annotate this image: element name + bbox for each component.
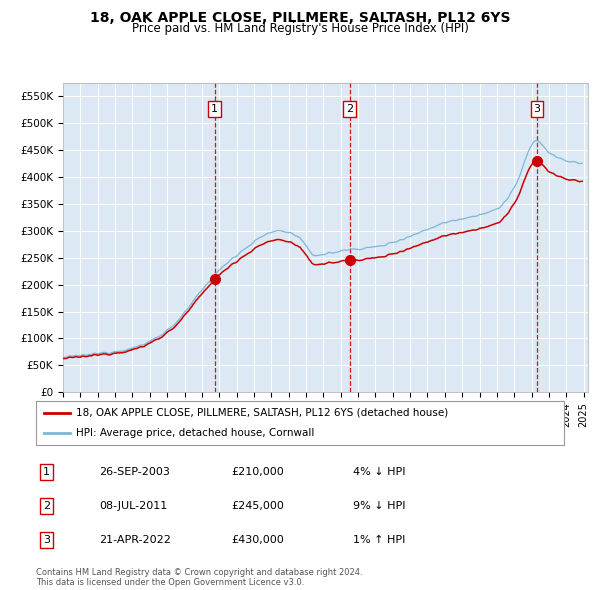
Text: 1: 1	[211, 104, 218, 114]
Text: 2: 2	[43, 501, 50, 511]
Text: 3: 3	[533, 104, 541, 114]
Text: 08-JUL-2011: 08-JUL-2011	[100, 501, 167, 511]
Text: Contains HM Land Registry data © Crown copyright and database right 2024.: Contains HM Land Registry data © Crown c…	[36, 568, 362, 576]
Text: 21-APR-2022: 21-APR-2022	[100, 535, 171, 545]
Text: £210,000: £210,000	[232, 467, 284, 477]
Text: 1: 1	[43, 467, 50, 477]
Text: £430,000: £430,000	[232, 535, 284, 545]
FancyBboxPatch shape	[36, 401, 564, 445]
Text: HPI: Average price, detached house, Cornwall: HPI: Average price, detached house, Corn…	[76, 428, 314, 438]
Text: 9% ↓ HPI: 9% ↓ HPI	[353, 501, 406, 511]
Text: Price paid vs. HM Land Registry's House Price Index (HPI): Price paid vs. HM Land Registry's House …	[131, 22, 469, 35]
Text: 2: 2	[346, 104, 353, 114]
Text: 26-SEP-2003: 26-SEP-2003	[100, 467, 170, 477]
Text: £245,000: £245,000	[232, 501, 284, 511]
Text: 3: 3	[43, 535, 50, 545]
Text: 4% ↓ HPI: 4% ↓ HPI	[353, 467, 406, 477]
Text: This data is licensed under the Open Government Licence v3.0.: This data is licensed under the Open Gov…	[36, 578, 304, 587]
Text: 18, OAK APPLE CLOSE, PILLMERE, SALTASH, PL12 6YS (detached house): 18, OAK APPLE CLOSE, PILLMERE, SALTASH, …	[76, 408, 448, 418]
Text: 1% ↑ HPI: 1% ↑ HPI	[353, 535, 405, 545]
Text: 18, OAK APPLE CLOSE, PILLMERE, SALTASH, PL12 6YS: 18, OAK APPLE CLOSE, PILLMERE, SALTASH, …	[90, 11, 510, 25]
